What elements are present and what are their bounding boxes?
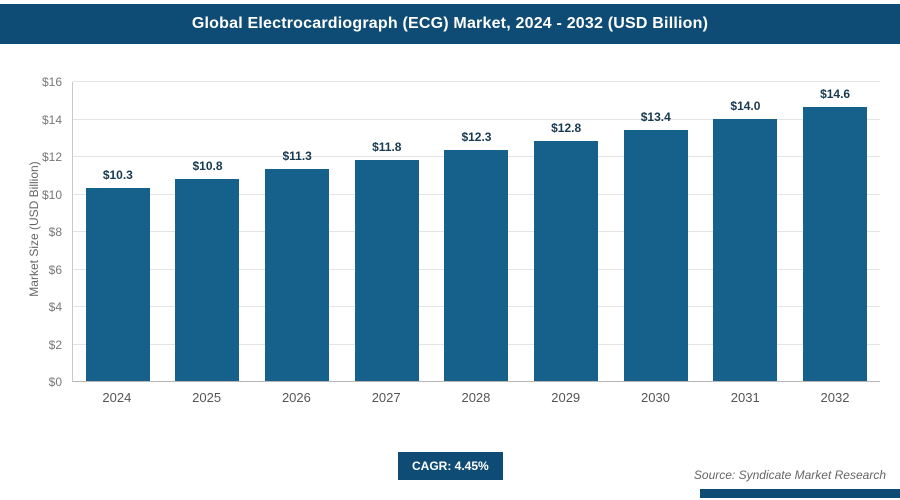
bar-value-label: $14.6	[820, 87, 851, 102]
y-tick-label: $0	[48, 375, 62, 389]
bar-group: $12.3	[444, 130, 509, 381]
x-axis-label: 2025	[192, 390, 222, 405]
y-tick-label: $10	[41, 187, 62, 202]
gridline	[73, 118, 880, 120]
plot-area: $10.3 $10.8 $11.3 $11.8 $12.3 $12.8 $13.4 $14.0…	[72, 81, 880, 382]
y-tick-label: $6	[48, 262, 62, 277]
cagr-badge: CAGR: 4.45%	[398, 452, 503, 480]
bar	[444, 150, 509, 381]
bar-value-label: $12.3	[461, 130, 492, 145]
footer-accent-bar	[700, 489, 900, 498]
y-tick-label: $12	[41, 150, 62, 164]
bar-value-label: $13.4	[640, 109, 671, 124]
bar	[354, 159, 419, 381]
y-tick-label: $2	[48, 337, 62, 352]
bar-group: $14.6	[803, 87, 868, 381]
x-axis-label: 2029	[551, 390, 581, 405]
bar-value-label: $12.8	[551, 121, 582, 135]
bar	[713, 118, 778, 381]
bar	[175, 178, 240, 381]
source-text: Source: Syndicate Market Research	[693, 468, 886, 482]
bar-value-label: $11.3	[282, 149, 312, 164]
bars-container: $10.3 $10.8 $11.3 $11.8 $12.3 $12.8 $13.4 $14.0…	[73, 82, 880, 381]
bar-value-label: $10.8	[192, 158, 223, 173]
y-axis-ticks: $0 $2 $4 $6 $8 $10 $12 $14 $16	[30, 75, 68, 389]
y-tick-label: $8	[48, 225, 62, 239]
bar	[265, 169, 330, 381]
bar	[623, 129, 688, 381]
bar-value-label: $10.3	[102, 167, 133, 182]
x-axis-label: 2024	[102, 390, 132, 405]
bar-group: $12.8	[534, 121, 599, 381]
bar-group: $14.0	[713, 98, 778, 381]
bar-group: $10.8	[175, 158, 240, 381]
bar	[803, 107, 868, 381]
x-axis-label: 2028	[461, 390, 491, 405]
x-axis-label: 2026	[281, 390, 311, 405]
bar	[85, 187, 150, 381]
bar-group: $10.3	[85, 167, 150, 381]
y-tick-label: $4	[48, 300, 62, 314]
y-tick-label: $16	[41, 75, 62, 89]
x-axis-label: 2032	[820, 390, 850, 405]
x-axis-label: 2031	[730, 390, 760, 405]
gridline	[73, 81, 880, 82]
x-axis-labels: 2024 2025 2026 2027 2028 2029 2030 2031 2032	[72, 390, 880, 405]
bar-group: $11.3	[265, 149, 330, 381]
bar-group: $11.8	[354, 139, 419, 381]
bar-value-label: $14.0	[730, 98, 761, 113]
y-tick-label: $14	[41, 112, 62, 127]
bar	[534, 141, 599, 381]
x-axis-label: 2027	[371, 390, 401, 405]
chart-title-bar: Global Electrocardiograph (ECG) Market, …	[0, 4, 900, 44]
chart-title: Global Electrocardiograph (ECG) Market, …	[191, 15, 709, 32]
bar-chart: Market Size (USD Billion) $0 $2 $4 $6 $8 $10 $…	[0, 62, 900, 422]
bar-group: $13.4	[623, 109, 688, 381]
bar-value-label: $11.8	[372, 139, 402, 154]
x-axis-label: 2030	[641, 390, 670, 405]
